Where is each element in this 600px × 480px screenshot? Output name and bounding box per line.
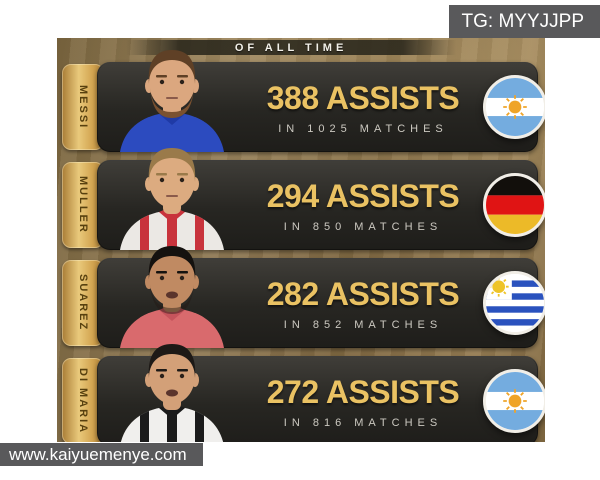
player-row-suarez: SUAREZ 282 ASSISTS IN 852 MATCHES bbox=[57, 246, 545, 348]
title-banner: OF ALL TIME bbox=[126, 40, 457, 55]
germany-flag-icon bbox=[483, 173, 545, 237]
player-row-messi: MESSI 388 ASSISTS IN 1025 MATCHES bbox=[57, 50, 545, 152]
player-stats: 282 ASSISTS IN 852 MATCHES bbox=[255, 258, 471, 348]
player-photo-muller bbox=[112, 146, 232, 250]
player-name-label: SUAREZ bbox=[77, 274, 89, 332]
assists-value: 272 ASSISTS bbox=[266, 373, 460, 410]
assists-infographic: OF ALL TIME MESSI 388 ASSISTS IN 1025 MA… bbox=[57, 38, 545, 442]
argentina-flag-icon bbox=[483, 75, 545, 139]
title-banner-label: OF ALL TIME bbox=[234, 41, 348, 54]
watermark-website-label: www.kaiyuemenye.com bbox=[9, 444, 187, 464]
player-row-di-maria: DI MARIA 272 ASSISTS IN 816 MATCHES bbox=[57, 344, 545, 442]
player-stats: 388 ASSISTS IN 1025 MATCHES bbox=[255, 62, 471, 152]
player-name-label: MULLER bbox=[77, 176, 89, 234]
assists-value: 388 ASSISTS bbox=[266, 79, 460, 116]
matches-value: IN 852 MATCHES bbox=[283, 318, 443, 331]
player-name-label: MESSI bbox=[77, 84, 89, 130]
player-photo-di-maria bbox=[112, 342, 232, 442]
matches-value: IN 850 MATCHES bbox=[283, 220, 443, 233]
uruguay-flag-icon bbox=[483, 271, 545, 335]
watermark-telegram: TG: MYYJJPP bbox=[448, 5, 600, 38]
player-stats: 294 ASSISTS IN 850 MATCHES bbox=[255, 160, 471, 250]
player-stats: 272 ASSISTS IN 816 MATCHES bbox=[255, 356, 471, 442]
assists-value: 294 ASSISTS bbox=[266, 177, 460, 214]
assists-value: 282 ASSISTS bbox=[266, 275, 460, 312]
player-photo-suarez bbox=[112, 244, 232, 348]
argentina-flag-icon bbox=[483, 369, 545, 433]
matches-value: IN 816 MATCHES bbox=[283, 416, 443, 429]
player-name-label: DI MARIA bbox=[77, 367, 89, 435]
watermark-telegram-label: TG: MYYJJPP bbox=[461, 10, 584, 32]
player-photo-messi bbox=[112, 48, 232, 152]
watermark-website: www.kaiyuemenye.com bbox=[0, 443, 203, 466]
matches-value: IN 1025 MATCHES bbox=[278, 122, 448, 135]
player-row-muller: MULLER 294 ASSISTS IN 850 MATCHES bbox=[57, 148, 545, 250]
